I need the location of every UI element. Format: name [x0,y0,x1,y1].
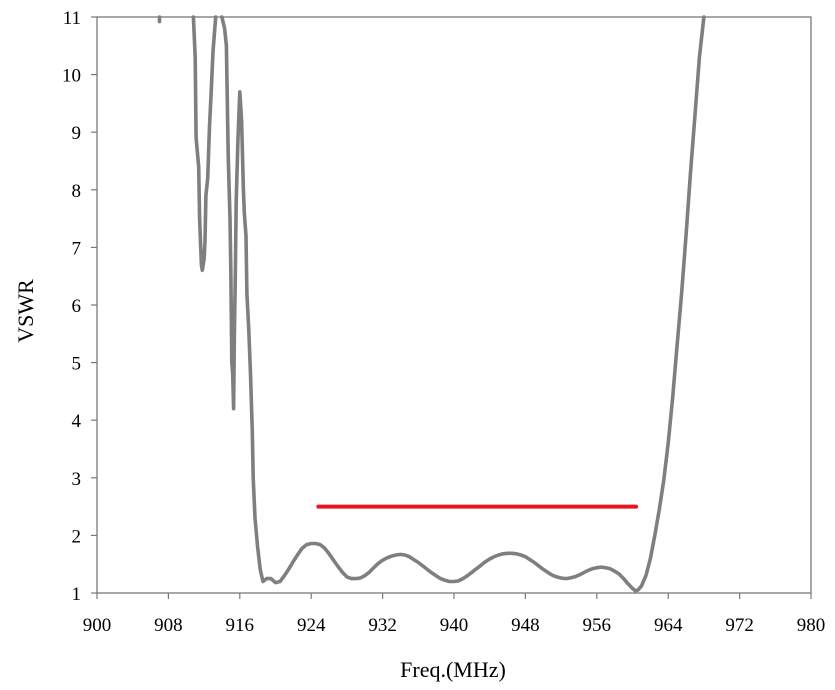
y-tick-label: 10 [62,66,81,87]
y-axis-title: VSWR [13,279,38,343]
series-layer [157,15,706,593]
y-tick-label: 3 [72,469,82,490]
x-tick-label: 980 [797,615,826,636]
y-tick-label: 6 [72,296,82,317]
y-tick-label: 11 [63,8,81,29]
x-tick-label: 948 [511,615,540,636]
x-tick-label: 964 [654,615,683,636]
x-tick-label: 900 [83,615,112,636]
y-tick-label: 7 [72,238,82,259]
y-tick-label: 1 [72,584,82,605]
x-tick-label: 924 [297,615,326,636]
x-tick-label: 972 [725,615,754,636]
x-tick-label: 956 [583,615,612,636]
y-tick-label: 8 [72,181,82,202]
x-tick-label: 932 [368,615,397,636]
x-axis-title: Freq.(MHz) [400,657,506,682]
vswr-curve [157,15,706,593]
x-axis: 900 908 916 924 932 940 948 956 964 972 980 [83,593,826,636]
x-tick-label: 908 [154,615,183,636]
y-tick-label: 5 [72,354,82,375]
x-tick-label: 940 [440,615,469,636]
y-tick-label: 9 [72,123,82,144]
y-tick-label: 4 [72,411,82,432]
x-tick-label: 916 [226,615,255,636]
y-tick-label: 2 [72,526,82,547]
y-axis: 1 2 3 4 5 6 7 8 9 10 11 [62,8,97,605]
